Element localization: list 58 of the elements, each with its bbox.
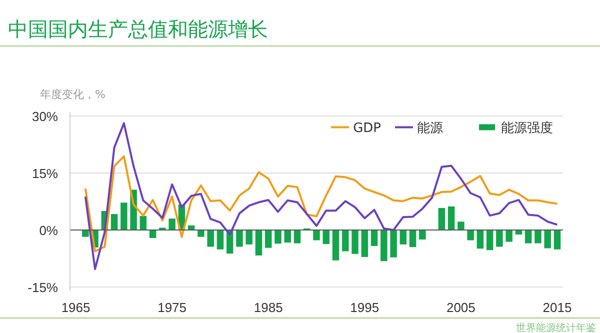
bar bbox=[110, 214, 118, 230]
bar bbox=[390, 230, 397, 258]
y-tick-label: 0% bbox=[39, 223, 58, 238]
legend-label: 能源 bbox=[417, 121, 443, 136]
x-tick-label: 1985 bbox=[254, 300, 283, 315]
bar bbox=[361, 230, 368, 257]
bar bbox=[82, 230, 89, 237]
bar bbox=[554, 230, 561, 250]
legend-label: 能源强度 bbox=[501, 120, 553, 136]
bar bbox=[216, 230, 224, 250]
bar bbox=[342, 230, 349, 252]
bar bbox=[438, 208, 446, 230]
x-tick-label: 2005 bbox=[446, 300, 476, 315]
y-tick-label: 30% bbox=[32, 109, 58, 124]
legend-label: GDP bbox=[353, 121, 382, 136]
bar bbox=[198, 230, 204, 237]
bar bbox=[236, 230, 243, 247]
bar bbox=[524, 230, 532, 244]
bar bbox=[274, 230, 282, 244]
line-series bbox=[84, 155, 558, 252]
bar bbox=[486, 230, 494, 250]
bar bbox=[246, 230, 252, 244]
bar bbox=[400, 230, 407, 244]
bar bbox=[370, 230, 378, 246]
bar bbox=[140, 216, 147, 230]
x-tick-label: 1965 bbox=[61, 300, 90, 315]
bar bbox=[322, 230, 330, 244]
bar bbox=[207, 230, 214, 247]
bar bbox=[506, 230, 512, 242]
bar bbox=[448, 206, 455, 230]
bar bbox=[332, 230, 340, 260]
bar bbox=[467, 230, 474, 240]
bar bbox=[120, 202, 128, 230]
bar bbox=[294, 230, 301, 244]
bar bbox=[168, 218, 176, 230]
bar bbox=[264, 230, 272, 248]
y-tick-label: -15% bbox=[28, 280, 58, 295]
bar bbox=[380, 230, 388, 262]
text: 世界能源统计年鉴 bbox=[516, 322, 596, 333]
line-series bbox=[84, 122, 558, 270]
bar bbox=[419, 230, 426, 240]
bar bbox=[313, 230, 320, 240]
bar bbox=[255, 230, 262, 256]
bar bbox=[476, 230, 484, 249]
x-tick-label: 1995 bbox=[350, 300, 380, 315]
chart-title: 中国国内生产总值和能源增长 bbox=[8, 17, 268, 41]
y-tick-label: 15% bbox=[32, 166, 58, 181]
bar bbox=[458, 222, 464, 230]
x-tick-label: 2015 bbox=[542, 300, 572, 315]
y-axis-title: 年度变化，% bbox=[40, 88, 106, 101]
bar bbox=[352, 230, 358, 254]
bar bbox=[149, 230, 156, 238]
x-tick-label: 1975 bbox=[158, 300, 187, 315]
bar bbox=[544, 230, 551, 248]
bar bbox=[409, 230, 416, 248]
bar bbox=[534, 230, 542, 244]
bar bbox=[496, 230, 503, 247]
bar bbox=[284, 230, 291, 243]
